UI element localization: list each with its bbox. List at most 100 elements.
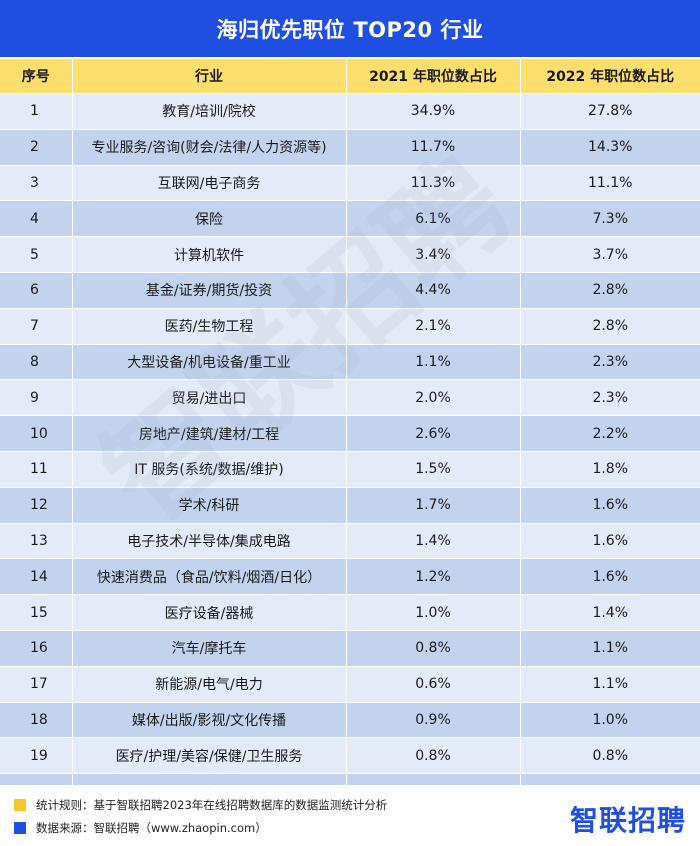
row-2021-share-cell: 11.7% (346, 128, 521, 166)
table-row: 17 新能源/电气/电力 0.6% 1.1% (0, 665, 700, 703)
data-source-note: 数据来源：智联招聘（www.zhaopin.com） (14, 820, 267, 836)
row-industry-cell: 新能源/电气/电力 (72, 665, 347, 703)
row-2021-share-cell: 1.4% (346, 522, 521, 559)
row-index-cell: 17 (0, 665, 73, 703)
row-2022-share-cell: 2.2% (520, 415, 700, 452)
row-industry-cell: 医疗/护理/美容/保健/卫生服务 (72, 737, 347, 774)
row-index-cell: 8 (0, 343, 73, 380)
row-index-cell: 5 (0, 236, 73, 273)
row-2021-share-cell: 6.1% (346, 200, 521, 237)
row-industry-cell: 大型设备/机电设备/重工业 (72, 343, 347, 380)
row-index-cell: 11 (0, 450, 73, 488)
row-industry-cell: 医药/生物工程 (72, 307, 347, 345)
row-2021-share-cell: 4.4% (346, 271, 521, 309)
row-industry-cell: 电子技术/半导体/集成电路 (72, 522, 347, 559)
row-2021-share-cell: 1.5% (346, 450, 521, 488)
row-2022-share-cell: 2.8% (520, 271, 700, 309)
column-header-index: 序号 (0, 59, 73, 94)
column-header-industry: 行业 (72, 59, 347, 94)
row-2022-share-cell: 2.3% (520, 379, 700, 416)
row-2021-share-cell: 3.4% (346, 236, 521, 273)
row-index-cell: 15 (0, 594, 73, 631)
zhaopin-logo: 智联招聘 (569, 804, 686, 837)
row-2022-share-cell: 1.8% (520, 450, 700, 488)
row-2022-share-cell: 3.7% (520, 236, 700, 273)
row-2022-share-cell: 14.3% (520, 128, 700, 166)
row-2022-share-cell: 1.6% (520, 558, 700, 595)
row-industry-cell: 汽车/摩托车 (72, 629, 347, 667)
table-row: 3 互联网/电子商务 11.3% 11.1% (0, 164, 700, 201)
row-2022-share-cell: 2.3% (520, 343, 700, 380)
table-row: 18 媒体/出版/影视/文化传播 0.9% 1.0% (0, 701, 700, 738)
row-index-cell: 10 (0, 415, 73, 452)
footer: 统计规则：基于智联招聘2023年在线招聘数据库的数据监测统计分析 数据来源：智联… (0, 785, 700, 846)
row-2021-share-cell: 0.8% (346, 737, 521, 774)
table-row: 1 教育/培训/院校 34.9% 27.8% (0, 93, 700, 130)
row-2021-share-cell: 1.1% (346, 343, 521, 380)
row-2021-share-cell: 1.0% (346, 594, 521, 631)
table-row: 10 房地产/建筑/建材/工程 2.6% 2.2% (0, 415, 700, 452)
table-row: 5 计算机软件 3.4% 3.7% (0, 236, 700, 273)
table-body: 1 教育/培训/院校 34.9% 27.8% 2 专业服务/咨询(财会/法律/人力资源等)… (0, 93, 700, 809)
row-index-cell: 18 (0, 701, 73, 738)
row-index-cell: 13 (0, 522, 73, 559)
row-industry-cell: 基金/证券/期货/投资 (72, 271, 347, 309)
row-2021-share-cell: 2.0% (346, 379, 521, 416)
row-industry-cell: 快速消费品（食品/饮料/烟酒/日化） (72, 558, 347, 595)
table-header-row: 序号 行业 2021 年职位数占比 2022 年职位数占比 (0, 59, 700, 94)
table-row: 16 汽车/摩托车 0.8% 1.1% (0, 629, 700, 667)
table-row: 7 医药/生物工程 2.1% 2.8% (0, 307, 700, 345)
row-2022-share-cell: 7.3% (520, 200, 700, 237)
table-row: 12 学术/科研 1.7% 1.6% (0, 486, 700, 524)
row-index-cell: 6 (0, 271, 73, 309)
table-row: 19 医疗/护理/美容/保健/卫生服务 0.8% 0.8% (0, 737, 700, 774)
row-2021-share-cell: 34.9% (346, 93, 521, 130)
row-2022-share-cell: 11.1% (520, 164, 700, 201)
row-index-cell: 7 (0, 307, 73, 345)
table-row: 6 基金/证券/期货/投资 4.4% 2.8% (0, 271, 700, 309)
row-index-cell: 19 (0, 737, 73, 774)
row-2022-share-cell: 1.6% (520, 486, 700, 524)
row-2022-share-cell: 1.0% (520, 701, 700, 738)
row-industry-cell: 互联网/电子商务 (72, 164, 347, 201)
table-row: 8 大型设备/机电设备/重工业 1.1% 2.3% (0, 343, 700, 380)
row-2022-share-cell: 1.4% (520, 594, 700, 631)
row-index-cell: 2 (0, 128, 73, 166)
row-2021-share-cell: 0.9% (346, 701, 521, 738)
row-industry-cell: 房地产/建筑/建材/工程 (72, 415, 347, 452)
table-row: 15 医疗设备/器械 1.0% 1.4% (0, 594, 700, 631)
column-header-2021-share: 2021 年职位数占比 (346, 59, 521, 94)
table-row: 4 保险 6.1% 7.3% (0, 200, 700, 237)
row-industry-cell: IT 服务(系统/数据/维护) (72, 450, 347, 488)
row-industry-cell: 医疗设备/器械 (72, 594, 347, 631)
row-2021-share-cell: 1.7% (346, 486, 521, 524)
row-2022-share-cell: 1.1% (520, 629, 700, 667)
statistics-rule-text: 统计规则：基于智联招聘2023年在线招聘数据库的数据监测统计分析 (36, 798, 388, 812)
row-industry-cell: 专业服务/咨询(财会/法律/人力资源等) (72, 128, 347, 166)
row-2022-share-cell: 2.8% (520, 307, 700, 345)
page-title: 海归优先职位 TOP20 行业 (216, 17, 484, 42)
row-industry-cell: 媒体/出版/影视/文化传播 (72, 701, 347, 738)
row-2021-share-cell: 0.6% (346, 665, 521, 703)
row-index-cell: 12 (0, 486, 73, 524)
row-2021-share-cell: 0.8% (346, 629, 521, 667)
row-2022-share-cell: 27.8% (520, 93, 700, 130)
table-row: 9 贸易/进出口 2.0% 2.3% (0, 379, 700, 416)
data-source-text: 数据来源：智联招聘（www.zhaopin.com） (36, 821, 267, 835)
row-index-cell: 1 (0, 93, 73, 130)
row-2022-share-cell: 1.6% (520, 522, 700, 559)
industry-table: 序号 行业 2021 年职位数占比 2022 年职位数占比 1 教育/培训/院校 3… (0, 59, 700, 809)
table-row: 2 专业服务/咨询(财会/法律/人力资源等) 11.7% 14.3% (0, 128, 700, 166)
row-2022-share-cell: 1.1% (520, 665, 700, 703)
row-2021-share-cell: 1.2% (346, 558, 521, 595)
row-index-cell: 14 (0, 558, 73, 595)
row-index-cell: 9 (0, 379, 73, 416)
row-industry-cell: 贸易/进出口 (72, 379, 347, 416)
row-2021-share-cell: 11.3% (346, 164, 521, 201)
table-row: 14 快速消费品（食品/饮料/烟酒/日化） 1.2% 1.6% (0, 558, 700, 595)
row-industry-cell: 教育/培训/院校 (72, 93, 347, 130)
row-industry-cell: 计算机软件 (72, 236, 347, 273)
row-index-cell: 16 (0, 629, 73, 667)
row-industry-cell: 学术/科研 (72, 486, 347, 524)
blue-square-marker (14, 822, 26, 834)
